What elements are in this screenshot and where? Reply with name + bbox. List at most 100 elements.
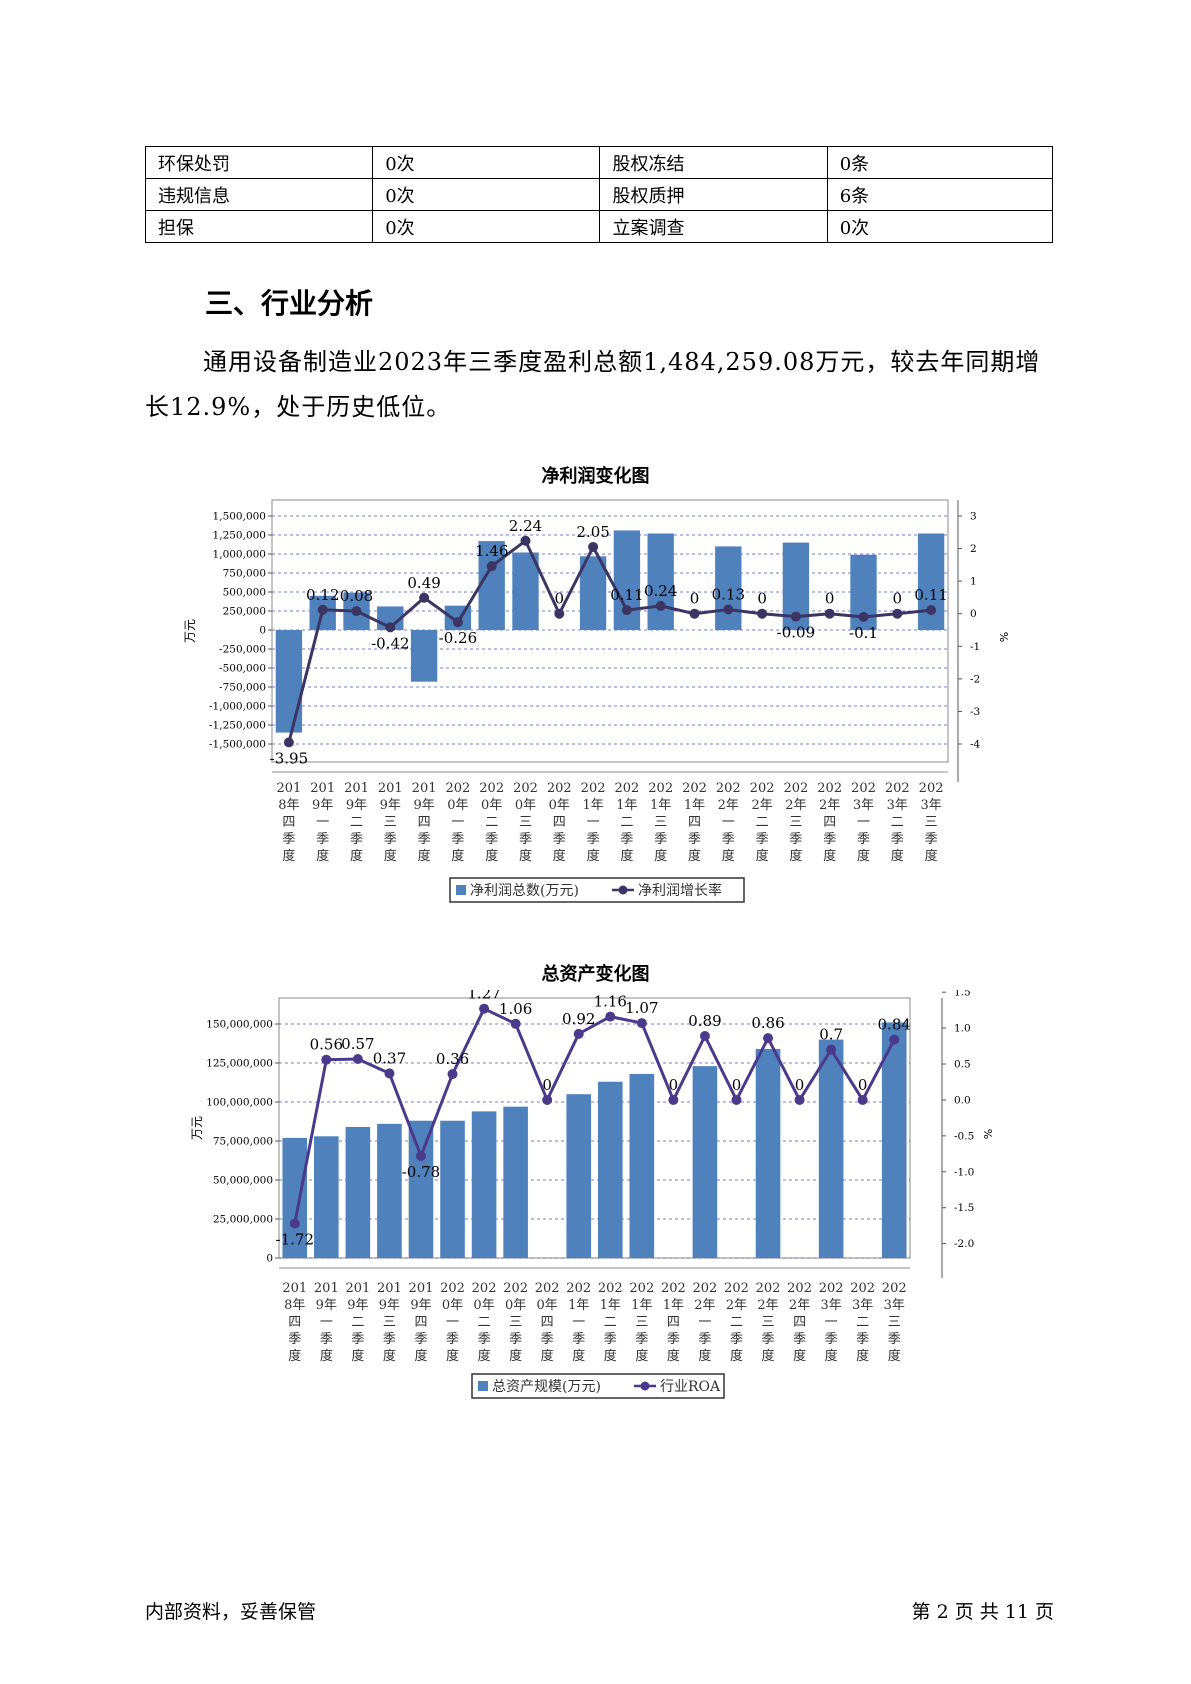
legend-box xyxy=(449,877,745,903)
x-tick-label: 202 0年二季度 xyxy=(472,1281,497,1364)
total-assets-chart: 150,000,000 125,000,000 100,000,000 75,000,… xyxy=(190,990,994,1399)
data-label: 0.84 xyxy=(878,1016,911,1034)
y-tick-label: 250,000 xyxy=(223,606,266,618)
y-tick-label: -1,000,000 xyxy=(209,701,266,713)
x-tick-label: 201 9年四季度 xyxy=(409,1281,434,1364)
line-point xyxy=(419,592,430,603)
x-tick-label: 202 1年一季度 xyxy=(566,1281,591,1364)
table-row: 担保 0次 立案调查 0次 xyxy=(144,210,1054,243)
line-point xyxy=(351,606,362,617)
x-tick-label: 201 9年二季度 xyxy=(344,781,369,864)
y2-tick-label: 1.5 xyxy=(954,990,971,999)
line-point xyxy=(486,561,497,572)
x-tick-label: 202 0年三季度 xyxy=(513,781,538,864)
x-tick-label: 201 8年四季度 xyxy=(282,1281,307,1364)
line-point xyxy=(689,608,700,619)
x-tick-label: 202 1年四季度 xyxy=(682,781,707,864)
bar xyxy=(881,1022,907,1258)
data-label: 0 xyxy=(669,1076,679,1094)
line-point xyxy=(858,611,869,622)
x-tick-label: 202 1年一季度 xyxy=(581,781,606,864)
line-point xyxy=(283,737,294,748)
data-label: 1.06 xyxy=(499,1000,532,1018)
data-label: 0.11 xyxy=(610,586,643,604)
line-point xyxy=(479,1003,490,1014)
line-point xyxy=(636,1018,647,1029)
bar xyxy=(755,1048,781,1258)
table-cell: 股权冻结 xyxy=(599,146,828,179)
data-label: 0 xyxy=(858,1076,868,1094)
line-point xyxy=(857,1094,868,1105)
line-series xyxy=(287,538,932,743)
x-tick-label: 202 0年四季度 xyxy=(547,781,572,864)
x-tick-label: 202 1年三季度 xyxy=(629,1281,654,1364)
data-label: -0.26 xyxy=(439,629,477,647)
line-point xyxy=(352,1053,363,1064)
y2-tick-label: 0 xyxy=(970,608,977,620)
legend-line-label: 行业ROA xyxy=(660,1379,721,1395)
y2-tick-label: -4 xyxy=(970,739,981,751)
data-label: 0.89 xyxy=(688,1012,721,1030)
bar xyxy=(275,630,303,733)
bar xyxy=(512,552,539,630)
y2-tick-label: 2 xyxy=(970,543,977,555)
bar xyxy=(647,533,674,630)
y-tick-label: 100,000,000 xyxy=(206,1097,273,1109)
plot-frame xyxy=(278,997,911,1259)
x-tick-label: 202 2年四季度 xyxy=(787,1281,812,1364)
risk-info-table: 环保处罚 0次 股权冻结 0条 违规信息 0次 股权质押 6条 担保 0次 立案… xyxy=(144,146,1054,243)
y2-tick-label: -2 xyxy=(970,673,980,685)
data-label: 0.08 xyxy=(340,587,373,605)
table-cell: 0次 xyxy=(372,146,601,179)
x-tick-label: 201 8年四季度 xyxy=(276,781,301,864)
table-cell: 环保处罚 xyxy=(144,146,374,179)
data-label: 0 xyxy=(555,590,565,608)
y-tick-label: 1,000,000 xyxy=(213,549,266,561)
x-tick-label: 202 3年一季度 xyxy=(819,1281,844,1364)
data-label: 0.7 xyxy=(819,1026,843,1044)
bar xyxy=(314,1136,339,1258)
line-point xyxy=(605,1011,616,1022)
x-tick-label: 202 2年二季度 xyxy=(724,1281,749,1364)
line-point xyxy=(384,1068,395,1079)
line-point xyxy=(826,1044,837,1055)
data-label: 0 xyxy=(542,1076,552,1094)
y-tick-label: -1,500,000 xyxy=(209,739,266,751)
data-label: 0.13 xyxy=(712,585,745,603)
line-point xyxy=(510,1018,521,1029)
line-point xyxy=(289,1218,300,1229)
bar xyxy=(566,1094,592,1258)
plot-frame xyxy=(271,499,949,763)
x-tick-label: 202 3年二季度 xyxy=(885,781,910,864)
y-tick-label: 0 xyxy=(259,625,266,637)
analysis-paragraph: 通用设备制造业2023年三季度盈利总额1,484,259.08万元，较去年同期增… xyxy=(145,348,1041,421)
data-label: 1.27 xyxy=(467,990,500,1003)
y-axis-title: 万元 xyxy=(190,1116,204,1140)
data-label: 0.57 xyxy=(341,1035,374,1053)
line-point xyxy=(794,1094,805,1105)
data-label: 0.11 xyxy=(914,586,947,604)
line-point xyxy=(447,1069,458,1080)
y-tick-label: 1,250,000 xyxy=(213,530,266,542)
line-point xyxy=(699,1031,710,1042)
table-cell: 6条 xyxy=(826,178,1054,211)
x-tick-label: 202 3年一季度 xyxy=(851,781,876,864)
line-point xyxy=(321,1054,332,1065)
line-point xyxy=(824,608,835,619)
data-label: 0.36 xyxy=(436,1050,469,1068)
x-tick-label: 202 3年三季度 xyxy=(882,1281,907,1364)
y-tick-label: 75,000,000 xyxy=(213,1136,273,1148)
table-cell: 0次 xyxy=(826,210,1054,243)
y2-axis-title: % xyxy=(997,632,1010,642)
line-point xyxy=(573,1028,584,1039)
legend-line-label: 净利润增长率 xyxy=(638,882,722,899)
bar xyxy=(503,1106,528,1258)
data-label: -0.78 xyxy=(402,1163,440,1181)
data-label: 0.86 xyxy=(751,1014,784,1032)
y-tick-label: 0 xyxy=(266,1253,273,1265)
table-cell: 违规信息 xyxy=(144,178,374,211)
y2-tick-label: -1.0 xyxy=(954,1166,974,1178)
data-label: 0.56 xyxy=(310,1036,343,1054)
y-tick-label: 50,000,000 xyxy=(213,1175,273,1187)
line-point xyxy=(892,608,903,619)
